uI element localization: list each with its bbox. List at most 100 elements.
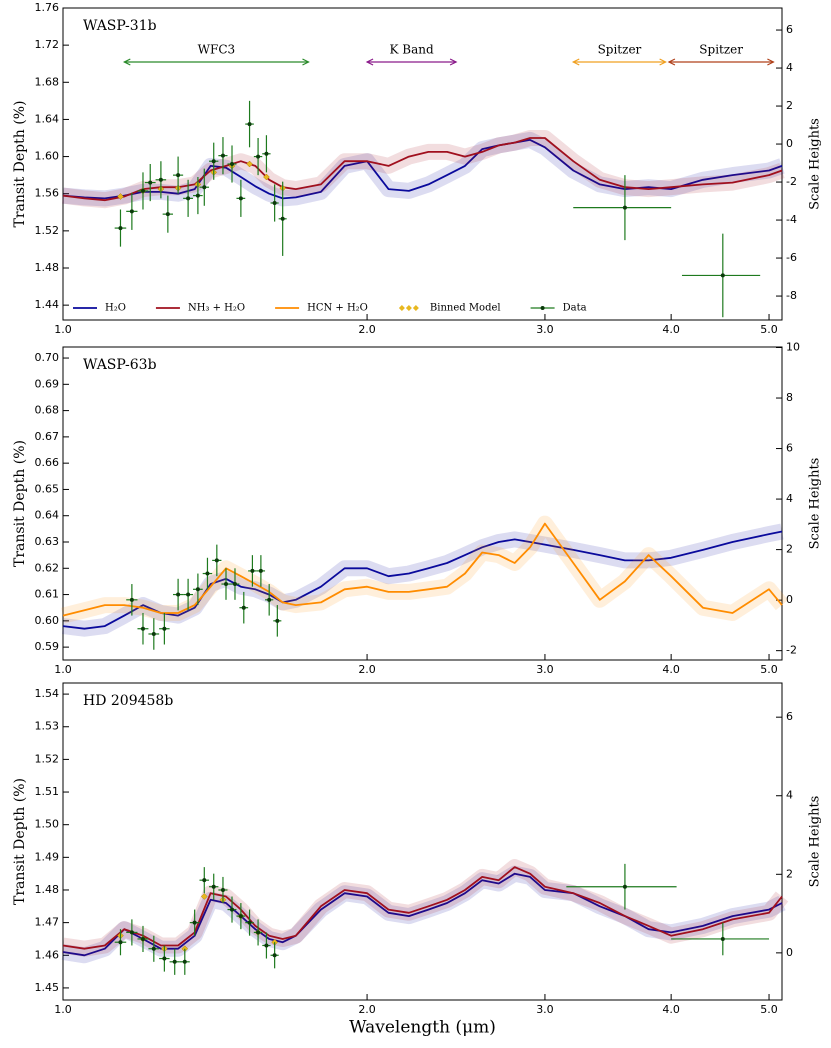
data-point: [186, 196, 191, 201]
y-tick-label: 0.68: [35, 404, 60, 417]
data-point: [220, 153, 225, 158]
data-point: [238, 196, 243, 201]
data-point: [223, 582, 228, 587]
data-point: [158, 177, 163, 182]
y-tick-label: 0.67: [35, 430, 60, 443]
y-axis-label: Transit Depth (%): [12, 778, 28, 905]
data-point: [267, 597, 272, 602]
data-point: [247, 122, 252, 127]
y-tick-label: 1.45: [35, 981, 60, 994]
legend-swatch: [540, 306, 545, 310]
data-point: [172, 959, 177, 964]
legend-swatch: [412, 305, 419, 311]
y-tick-label: 0.62: [35, 561, 60, 574]
y-axis-label: Transit Depth (%): [12, 101, 28, 228]
y-tick-label: 1.51: [35, 785, 60, 798]
data-point: [195, 193, 200, 198]
y2-tick-label: 2: [786, 543, 793, 556]
data-point: [192, 920, 197, 925]
y-tick-label: 1.64: [35, 112, 60, 125]
y-tick-label: 1.76: [35, 1, 60, 14]
arrow-head: [571, 58, 667, 66]
y-tick-label: 0.69: [35, 377, 60, 390]
data-point: [230, 907, 235, 912]
data-point: [129, 930, 134, 935]
x-tick-label: 2.0: [358, 663, 376, 676]
data-point: [202, 878, 207, 883]
data-point: [622, 884, 627, 889]
y-tick-label: 1.72: [35, 38, 60, 51]
data-point: [256, 154, 261, 159]
y-tick-label: 0.64: [35, 509, 60, 522]
y-tick-label: 0.60: [35, 614, 60, 627]
y2-tick-label: 8: [786, 391, 793, 404]
x-tick-label: 2.0: [358, 323, 376, 336]
range-label: K Band: [389, 43, 433, 57]
plot-frame: [62, 346, 783, 661]
y2-tick-label: 0: [786, 137, 793, 150]
data-point: [202, 185, 207, 190]
range-label: Spitzer: [598, 43, 642, 57]
y-tick-label: 1.52: [35, 752, 60, 765]
x-tick-label: 3.0: [536, 1003, 554, 1016]
binned-point: [263, 173, 270, 181]
y2-tick-label: 4: [786, 789, 793, 802]
y-tick-label: 1.56: [35, 187, 60, 200]
y2-tick-label: 2: [786, 867, 793, 880]
binned-point: [117, 193, 124, 200]
data-point: [238, 914, 243, 919]
y2-tick-label: -4: [786, 213, 797, 226]
data-point: [162, 626, 167, 631]
arrow-head: [667, 58, 775, 66]
legend-label: Data: [563, 303, 587, 314]
x-tick-label: 4.0: [662, 1003, 680, 1016]
data-point: [165, 212, 170, 217]
data-point: [264, 151, 269, 156]
legend-swatch: [398, 305, 405, 311]
y-tick-label: 0.59: [35, 640, 60, 653]
data-point: [256, 930, 261, 935]
data-point: [241, 605, 246, 610]
data-point: [214, 558, 219, 563]
y2-tick-label: 4: [786, 492, 793, 505]
y-tick-label: 1.49: [35, 850, 60, 863]
data-point: [151, 631, 156, 636]
data-point: [720, 273, 725, 278]
y2-tick-label: -2: [786, 644, 797, 657]
data-point: [162, 956, 167, 961]
data-point: [211, 884, 216, 889]
x-tick-label: 1.0: [54, 663, 72, 676]
data-point: [148, 180, 153, 185]
panel-title: HD 209458b: [83, 693, 173, 709]
x-tick-label: 3.0: [536, 663, 554, 676]
y2-axis-label: Scale Heights: [808, 458, 823, 550]
legend-label: H₂O: [105, 303, 126, 314]
data-point: [272, 953, 277, 958]
y-tick-label: 1.60: [35, 150, 60, 163]
y-axis-label: Transit Depth (%): [12, 440, 28, 567]
model-line: [62, 866, 783, 950]
panel-title: WASP-63b: [83, 357, 157, 373]
data-point: [258, 568, 263, 573]
y-tick-label: 1.52: [35, 224, 60, 237]
y-tick-label: 0.61: [35, 588, 60, 601]
data-point: [176, 592, 181, 597]
data-point: [211, 159, 216, 164]
range-label: Spitzer: [699, 43, 743, 57]
legend-swatch: [405, 305, 412, 311]
data-point: [205, 571, 210, 576]
panel-title: WASP-31b: [83, 18, 157, 34]
x-tick-label: 4.0: [662, 323, 680, 336]
model-line: [62, 522, 783, 617]
data-point: [176, 173, 181, 178]
data-point: [118, 940, 123, 945]
y2-tick-label: -6: [786, 251, 797, 264]
x-tick-label: 5.0: [760, 663, 778, 676]
y-tick-label: 1.54: [35, 687, 60, 700]
data-point: [280, 216, 285, 221]
x-tick-label: 2.0: [358, 1003, 376, 1016]
y-tick-label: 1.48: [35, 883, 60, 896]
y2-tick-label: -2: [786, 175, 797, 188]
